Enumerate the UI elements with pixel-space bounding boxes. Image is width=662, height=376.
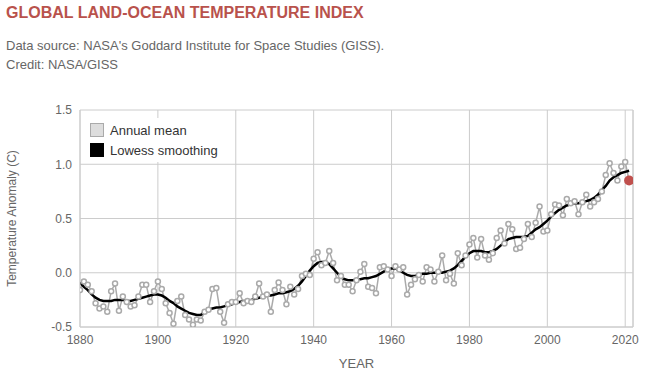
svg-text:1920: 1920 [222,333,249,347]
svg-text:YEAR: YEAR [339,356,374,371]
svg-text:1960: 1960 [378,333,405,347]
svg-text:2020: 2020 [612,333,639,347]
html-text:GLOBAL LAND-OCEAN TEMPERATURE: GLOBAL LAND-OCEAN TEMPERATURE INDEX [6,4,364,21]
svg-text:0.0: 0.0 [55,266,72,280]
html-text:Credit: NASA/GISS: Credit: NASA/GISS [6,57,118,72]
svg-text:0.5: 0.5 [55,212,72,226]
svg-text:2000: 2000 [534,333,561,347]
svg-text:1900: 1900 [145,333,172,347]
html-text:Data source: NASA's Goddard In: Data source: NASA's Goddard Institute fo… [6,38,385,53]
svg-text:1880: 1880 [67,333,94,347]
svg-text:1980: 1980 [456,333,483,347]
html-text:Annual mean: Annual mean [110,122,187,138]
svg-text:-0.5: -0.5 [51,320,72,334]
svg-text:1.5: 1.5 [55,103,72,117]
html-text:Lowess smoothing: Lowess smoothing [110,142,218,158]
svg-text:1940: 1940 [300,333,327,347]
svg-text:1.0: 1.0 [55,158,72,172]
svg-text:Temperature Anomaly (C): Temperature Anomaly (C) [8,150,19,287]
